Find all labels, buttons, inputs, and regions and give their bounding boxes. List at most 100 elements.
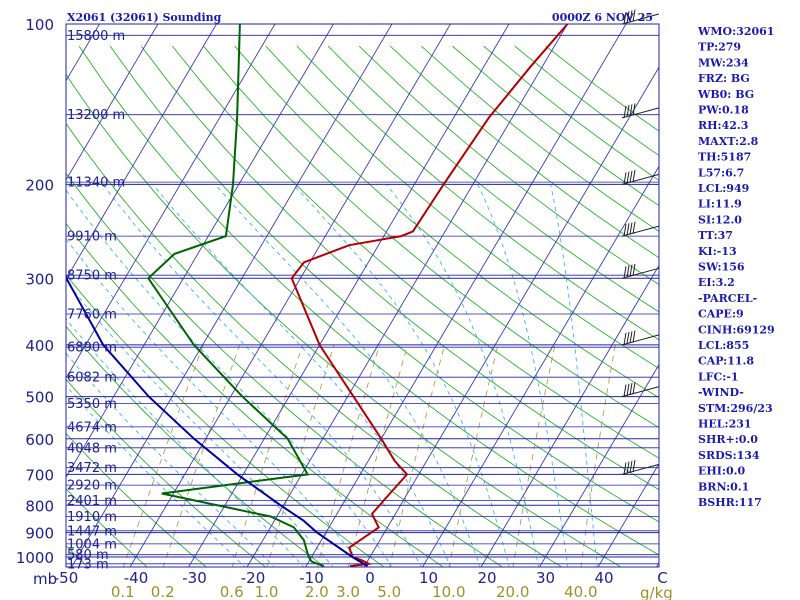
mixing-ratio-unit: g/kg: [640, 584, 673, 600]
index-value: CAPE:9: [698, 308, 744, 321]
height-label: 6082 m: [67, 371, 117, 386]
dry-adiabat: [109, 45, 659, 523]
wind-barb-feather: [632, 263, 636, 276]
index-value: BSHR:117: [698, 496, 762, 509]
index-value: PW:0.18: [698, 104, 749, 117]
wind-barb-feather: [626, 105, 630, 118]
temperature-tick-label: 40: [594, 569, 613, 587]
isotherm: [539, 363, 659, 567]
mixing-ratio-tick-label: 5.0: [377, 583, 401, 600]
pressure-tick-label: 100: [25, 16, 54, 34]
temperature-tick-label: -20: [241, 569, 266, 587]
wind-barb-feather: [629, 264, 633, 277]
index-value: MAXT:2.8: [698, 135, 759, 148]
height-label: 3472 m: [67, 461, 117, 476]
wind-barb-feather: [632, 459, 636, 473]
index-value: CAP:11.8: [698, 355, 754, 368]
index-value: MW:234: [698, 56, 749, 69]
wind-barb-feather: [632, 382, 636, 395]
temperature-tick-label: -40: [124, 569, 149, 587]
isotherm: [71, 24, 393, 567]
wind-barb-feather: [626, 171, 630, 184]
mixing-ratio-line: [231, 344, 303, 567]
height-label: 6890 m: [67, 341, 117, 356]
mixing-ratio-line: [448, 344, 499, 567]
mixing-ratio-line: [580, 344, 616, 567]
isotherm: [188, 24, 510, 567]
index-value: FRZ: BG: [698, 72, 750, 85]
mixing-ratio-line: [512, 344, 556, 567]
temperature-tick-label: 30: [536, 569, 555, 587]
index-value: CINH:69129: [698, 323, 775, 336]
height-label: 11340 m: [67, 176, 125, 191]
height-label: 4674 m: [67, 420, 117, 435]
height-label: 1447 m: [67, 524, 117, 539]
wind-barb-feather: [626, 383, 630, 396]
pressure-tick-label: 700: [25, 466, 54, 484]
index-value: SRDS:134: [698, 449, 760, 462]
mixing-ratio-line: [389, 344, 446, 567]
isotherm: [422, 165, 659, 567]
wind-barb-feather: [629, 331, 633, 344]
isotherm: [129, 24, 452, 567]
parcel-line: [66, 274, 369, 567]
wind-barb-feather: [632, 221, 636, 234]
wind-barb-feather: [629, 10, 633, 23]
wind-barb-feather: [629, 382, 633, 396]
dewpoint-line: [146, 24, 325, 567]
temperature-tick-label: -30: [182, 569, 207, 587]
wind-barb-staff: [621, 13, 660, 25]
mixing-ratio-line: [162, 344, 241, 567]
index-value: KI:-13: [698, 245, 737, 258]
index-value: SI:12.0: [698, 213, 742, 226]
dry-adiabat: [389, 45, 659, 259]
isotherm: [66, 24, 335, 479]
mixing-ratio-tick-label: 0.2: [151, 583, 175, 600]
mixing-ratio-tick-label: 2.0: [305, 583, 329, 600]
profiles: [66, 24, 569, 567]
temperature-tick-label: -50: [54, 569, 79, 587]
index-value: WB0: BG: [697, 88, 754, 101]
height-label: 580 m: [67, 548, 109, 563]
wind-barb-staff: [621, 225, 660, 237]
mixing-ratio-line: [122, 344, 204, 567]
wind-barb-feather: [626, 265, 630, 278]
mixing-ratio-tick-label: 10.0: [432, 583, 465, 600]
wind-barb-staff: [621, 463, 660, 475]
wind-barb-feather: [626, 223, 630, 236]
temperature-tick-label: 20: [477, 569, 496, 587]
index-value: LCL:855: [698, 339, 749, 352]
mixing-ratio-tick-label: 0.1: [111, 583, 135, 600]
dry-adiabat: [172, 45, 659, 459]
height-label: 15800 m: [67, 29, 125, 44]
height-label: 8750 m: [67, 269, 117, 284]
isotherm: [597, 462, 659, 567]
index-value: TH:5187: [698, 151, 751, 164]
isotherm: [363, 66, 659, 567]
wind-barb-feather: [623, 266, 627, 279]
wind-barb-staff: [621, 267, 660, 279]
pressure-tick-label: 600: [25, 431, 54, 449]
height-label: 1004 m: [67, 537, 117, 552]
height-label: 1910 m: [67, 510, 117, 525]
wind-barbs: [621, 9, 660, 475]
indices-panel: WMO:32061 TP:279 MW:234 FRZ: BG WB0: BG PW:0.…: [697, 25, 775, 509]
wind-barb-feather: [626, 332, 630, 345]
index-value: STM:296/23: [698, 402, 773, 415]
wind-barb-feather: [629, 222, 633, 235]
isotherm: [66, 24, 276, 380]
index-value: -WIND-: [698, 386, 744, 399]
temperature-tick-label: 10: [419, 569, 438, 587]
temperature-tick-label: -10: [299, 569, 324, 587]
wind-barb-feather: [623, 224, 627, 237]
index-value: BRN:0.1: [698, 480, 749, 493]
dry-adiabat: [203, 45, 659, 429]
wind-barb-feather: [623, 332, 627, 345]
pressure-tick-label: 900: [25, 525, 54, 543]
isotherm: [480, 264, 659, 567]
mixing-ratio-tick-label: 40.0: [564, 583, 597, 600]
wind-barb-staff: [621, 173, 660, 185]
index-value: LI:11.9: [698, 198, 742, 211]
mixing-ratio-tick-label: 1.0: [255, 583, 279, 600]
pressure-tick-label: 300: [25, 270, 54, 288]
